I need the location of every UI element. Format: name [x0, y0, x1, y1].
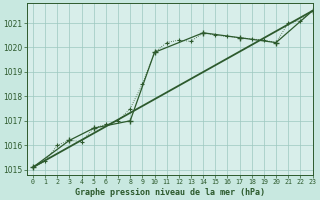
- X-axis label: Graphe pression niveau de la mer (hPa): Graphe pression niveau de la mer (hPa): [75, 188, 265, 197]
